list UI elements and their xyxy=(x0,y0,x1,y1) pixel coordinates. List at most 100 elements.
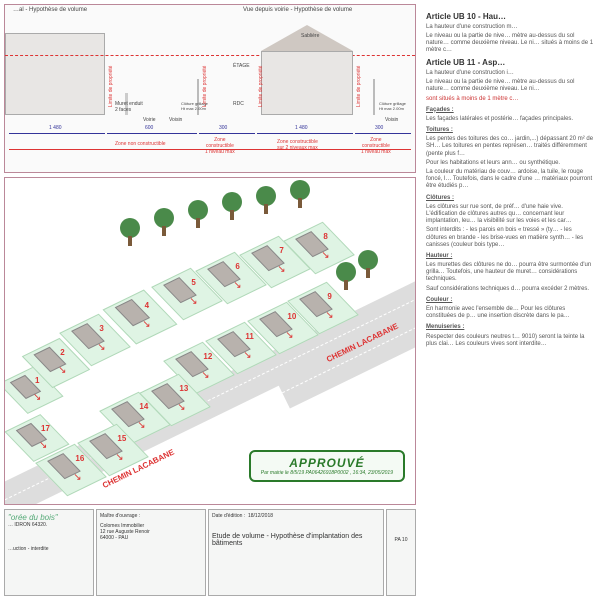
lot-number-13: 13 xyxy=(179,384,188,393)
tree-icon xyxy=(289,180,311,210)
elev-dash-line xyxy=(5,55,415,56)
arrow-icon: ↘ xyxy=(115,452,123,463)
elev-caption-right: Vue depuis voirie - Hypothèse de volume xyxy=(243,7,352,13)
lot-number-11: 11 xyxy=(245,332,253,341)
lot-number-12: 12 xyxy=(203,352,212,361)
tb-date: 18/12/2018 xyxy=(248,513,273,519)
dim-b5-l: 300 xyxy=(375,125,383,131)
tree-icon xyxy=(335,262,357,292)
tb-date-label: Date d'édition : xyxy=(212,513,245,519)
elev-voisin-2: Voisin xyxy=(385,117,398,123)
tb-project: "orée du bois" … IDRON 64320. …uction - … xyxy=(4,509,94,596)
section-heading: Menuiseries : xyxy=(426,324,594,331)
elev-rdc: RDC xyxy=(233,101,244,107)
tb-doc-title: Etude de volume - Hypothèse d'implantati… xyxy=(212,533,380,547)
arrow-icon: ↘ xyxy=(33,392,41,403)
lot-number-10: 10 xyxy=(287,312,296,321)
dim-b1-l: 1 480 xyxy=(49,125,62,131)
elev-muret-label: Muret enduit 2 faces xyxy=(115,101,143,113)
side-label-4: Limite de propriété xyxy=(356,66,362,107)
lot-number-1: 1 xyxy=(35,376,39,385)
art10-h: Article UB 10 - Hau… xyxy=(426,12,594,22)
section-text: Les façades latérales et postérie… façad… xyxy=(426,116,594,123)
zone-0: Zone non constructible xyxy=(115,141,166,147)
art11-h: Article UB 11 - Asp… xyxy=(426,58,594,68)
site-plan: CHEMIN LACABANE CHEMIN LACABANE 1↘2↘3↘4↘… xyxy=(4,177,416,505)
side-label-1: Limite de propriété xyxy=(108,66,114,107)
approval-stamp: APPROUVÉ Par mairie le 8/5/19 PA06426918… xyxy=(249,450,405,482)
elev-voirie-1: Voirie xyxy=(143,117,156,123)
elev-house-right xyxy=(261,51,353,115)
elev-caption-left: …al - Hypothèse de volume xyxy=(13,7,87,13)
section-heading: Clôtures : xyxy=(426,195,594,202)
tb-title: Date d'édition : 18/12/2018 Etude de vol… xyxy=(208,509,384,596)
dim-b3-l: 300 xyxy=(219,125,227,131)
arrow-icon: ↘ xyxy=(285,330,293,341)
elev-house-left xyxy=(5,33,105,115)
tree-icon xyxy=(119,218,141,248)
tb-mo: Maître d'ouvrage : Colomes Immobilier 12… xyxy=(96,509,206,596)
art10-p2: Le niveau ou la partie de nive… mètre au… xyxy=(426,33,594,55)
arrow-icon: ↘ xyxy=(142,319,150,330)
tree-icon xyxy=(357,250,379,280)
elev-grillage-2: Clôture grillage Ht max 2.00m xyxy=(379,101,406,111)
elev-voisin-1: Voisin xyxy=(169,117,182,123)
arrow-icon: ↘ xyxy=(243,350,251,361)
tree-icon xyxy=(255,186,277,216)
zone-3: Zone constructible 1 niveau max xyxy=(361,137,391,155)
elev-fence-2 xyxy=(373,79,375,115)
lot-number-4: 4 xyxy=(145,301,149,310)
arrow-icon: ↘ xyxy=(177,402,185,413)
dim-b1 xyxy=(9,133,105,134)
zone-1: Zone constructible 1 niveau max xyxy=(205,137,235,155)
stamp-sub: Par mairie le 8/5/19 PA06426918P0002 , 1… xyxy=(261,470,393,476)
section-text: Sont interdits : - les parois en bois « … xyxy=(426,227,594,249)
section-text: En harmonie avec l'ensemble de… Pour les… xyxy=(426,306,594,320)
tb-repro: …uction - interdite xyxy=(8,546,90,552)
art11-p3: sont situés à moins de 1 mètre c… xyxy=(426,96,594,103)
arrow-icon: ↘ xyxy=(137,420,145,431)
dim-b4-l: 1 480 xyxy=(295,125,308,131)
tb-mo-addr2: 64000 - PAU xyxy=(100,535,202,541)
stamp-title: APPROUVÉ xyxy=(261,456,393,470)
tb-project-name: "orée du bois" xyxy=(8,513,90,522)
lot-number-16: 16 xyxy=(75,454,84,463)
title-block: "orée du bois" … IDRON 64320. …uction - … xyxy=(4,509,416,596)
arrow-icon: ↘ xyxy=(58,365,66,376)
dim-b5 xyxy=(355,133,411,134)
lot-number-14: 14 xyxy=(139,402,148,411)
elev-sabliere: Sablière xyxy=(301,33,319,39)
dim-b3 xyxy=(199,133,255,134)
lot-number-7: 7 xyxy=(279,246,283,255)
lot-number-9: 9 xyxy=(327,292,331,301)
tb-code-v: PA 10 xyxy=(390,537,412,543)
left-column: …al - Hypothèse de volume Vue depuis voi… xyxy=(0,0,420,600)
art10-p1: La hauteur d'une construction m… xyxy=(426,24,594,31)
arrow-icon: ↘ xyxy=(277,264,285,275)
section-text: Les clôtures sur rue sont, de préf… d'un… xyxy=(426,204,594,226)
section-text: Les pentes des toitures des co… jardin,.… xyxy=(426,136,594,158)
section-text: Pour les habitations et leurs ann… ou sy… xyxy=(426,160,594,167)
tb-project-sub: … IDRON 64320. xyxy=(8,522,90,528)
dim-b2 xyxy=(107,133,197,134)
art11-p1: La hauteur d'une construction i… xyxy=(426,70,594,77)
tree-icon xyxy=(221,192,243,222)
art11-p2: Le niveau ou la partie de nive… mètre au… xyxy=(426,79,594,93)
section-text: Respecter des couleurs neutres t… 9010) … xyxy=(426,334,594,348)
section-text: Les murettes des clôtures ne do… pourra … xyxy=(426,262,594,284)
section-heading: Façades : xyxy=(426,107,594,114)
dim-b2-l: 600 xyxy=(145,125,153,131)
page: …al - Hypothèse de volume Vue depuis voi… xyxy=(0,0,600,600)
section-heading: Couleur : xyxy=(426,297,594,304)
arrow-icon: ↘ xyxy=(233,280,241,291)
section-text: Sauf considérations techniques d… pourra… xyxy=(426,286,594,293)
tb-mo-label: Maître d'ouvrage : xyxy=(100,513,202,519)
regulations-column: Article UB 10 - Hau… La hauteur d'une co… xyxy=(420,0,600,600)
lot-number-5: 5 xyxy=(191,278,195,287)
lot-number-15: 15 xyxy=(117,434,126,443)
tree-icon xyxy=(187,200,209,230)
zone-2: Zone constructible sur 2 niveaux max xyxy=(277,139,318,151)
arrow-icon: ↘ xyxy=(201,370,209,381)
arrow-icon: ↘ xyxy=(325,310,333,321)
dim-b4 xyxy=(257,133,353,134)
